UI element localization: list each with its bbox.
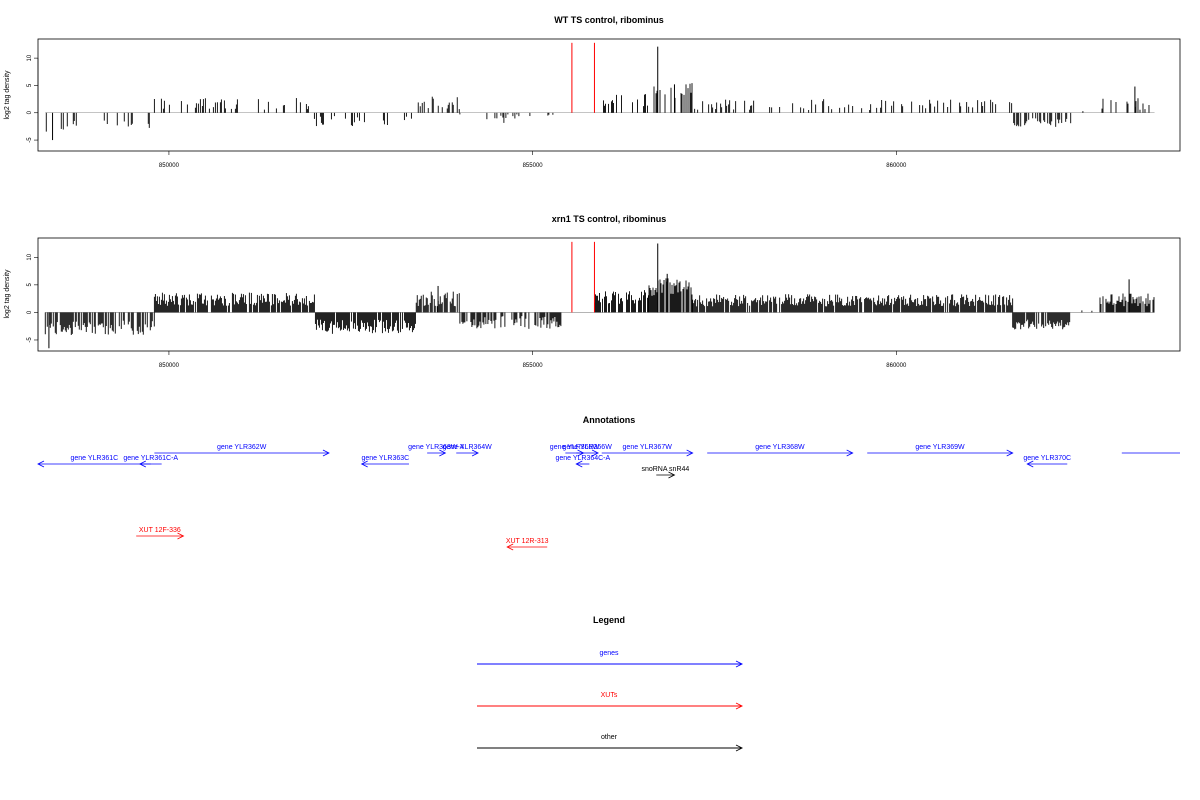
x-tick-label: 860000 [886, 363, 907, 369]
arrow-head [591, 449, 599, 457]
wt-bars [45, 42, 1155, 141]
annotation-feature: gene YLR364C-A [555, 455, 611, 468]
annotation-feature: gene YLR363C [360, 455, 409, 468]
y-tick-label: 0 [27, 110, 33, 114]
arrow-head [668, 471, 676, 479]
y-tick-label: 5 [27, 83, 33, 87]
arrow-head [439, 449, 447, 457]
legend-item: XUTs [477, 692, 744, 710]
feature-label: gene YLR370C [1023, 455, 1071, 462]
annotation-feature: snoRNA snR44 [641, 466, 689, 479]
feature-label: gene YLR363W-A [408, 444, 464, 451]
legend-items: genes XUTs other [477, 650, 744, 752]
feature-label: gene YLR365W [550, 444, 600, 451]
wt-x-axis: 850000 855000 860000 [159, 151, 907, 169]
annotation-feature: gene YLR366W [563, 444, 613, 457]
annotation-feature: gene YLR367W [601, 444, 694, 457]
arrow-head [138, 460, 147, 468]
arrow-head [506, 543, 514, 551]
arrow-head [846, 449, 854, 457]
annotation-feature: XUT 12R-313 [506, 538, 549, 551]
annotation-feature: gene YLR370C [1023, 455, 1071, 468]
xrn1-x-axis: 850000 855000 860000 [159, 351, 907, 369]
feature-label: gene YLR367W [623, 444, 673, 451]
annotations-title: Annotations [583, 415, 636, 425]
y-tick-label: 0 [27, 310, 33, 314]
x-tick-label: 850000 [159, 163, 180, 169]
feature-label: gene YLR368W [755, 444, 805, 451]
xrn1-track-panel: xrn1 TS control, ribominus -5 0 5 10 850000… [4, 214, 1181, 369]
legend: Legend genes XUTs other [477, 615, 744, 752]
arrow-head [37, 460, 45, 468]
feature-label: gene YLR364W [443, 444, 493, 451]
annotation-feature: gene YLR361C [37, 455, 151, 468]
annotation-feature: gene YLR361C-A [123, 455, 178, 468]
wt-y-axis-label: log2 tag density [4, 70, 11, 120]
annotation-feature: gene YLR362W [154, 444, 330, 457]
feature-label: gene YLR363C [361, 455, 409, 462]
arrow-head [322, 449, 330, 457]
legend-arrow [735, 702, 744, 710]
xrn1-bars [44, 241, 1155, 349]
feature-label: XUT 12R-313 [506, 538, 549, 545]
annotation-track: Annotations gene YLR361C gene YLR361C-Age… [37, 415, 1180, 551]
feature-label: XUT 12F-336 [139, 527, 181, 534]
feature-label: gene YLR361C [70, 455, 118, 462]
annotation-feature: gene YLR364W [443, 444, 493, 457]
arrow-head [1026, 460, 1034, 468]
x-tick-label: 860000 [886, 163, 907, 169]
feature-label: snoRNA snR44 [641, 466, 689, 473]
feature-label: gene YLR362W [217, 444, 267, 451]
feature-label: gene YLR366W [563, 444, 613, 451]
arrow-head [471, 449, 479, 457]
feature-label: gene YLR361C-A [123, 455, 178, 462]
arrow-head [360, 460, 368, 468]
legend-item: other [477, 734, 744, 752]
y-tick-label: 10 [27, 54, 33, 61]
arrow-head [1006, 449, 1014, 457]
feature-label: gene YLR369W [915, 444, 965, 451]
legend-item: genes [477, 650, 744, 668]
y-tick-label: 5 [27, 283, 33, 287]
wt-plot-frame [37, 38, 1181, 152]
x-tick-label: 855000 [523, 163, 544, 169]
arrow-head [686, 449, 694, 457]
xrn1-y-axis-label: log2 tag density [4, 269, 11, 319]
wt-track-title: WT TS control, ribominus [554, 15, 664, 25]
arrow-head [575, 460, 583, 468]
y-tick-label: -5 [27, 337, 33, 343]
annotation-feature: XUT 12F-336 [136, 527, 185, 540]
annotation-feature: gene YLR363W-A [408, 444, 465, 457]
wt-y-axis: -5 0 5 10 [27, 54, 39, 143]
annotation-feature: gene YLR368W [707, 444, 854, 457]
legend-label: genes [599, 650, 619, 657]
xrn1-track-title: xrn1 TS control, ribominus [552, 214, 667, 224]
legend-label: other [601, 734, 618, 741]
arrow-head [177, 532, 185, 540]
feature-label: gene YLR364C-A [555, 455, 610, 462]
annotation-feature: gene YLR369W [867, 444, 1014, 457]
legend-arrow [735, 744, 744, 752]
legend-arrow [735, 660, 744, 668]
y-tick-label: 10 [27, 253, 33, 260]
y-tick-label: -5 [27, 137, 33, 143]
x-tick-label: 850000 [159, 363, 180, 369]
legend-label: XUTs [601, 692, 618, 699]
xrn1-plot-frame [37, 237, 1181, 352]
xrn1-y-axis: -5 0 5 10 [27, 253, 39, 343]
annotation-features: gene YLR361C gene YLR361C-A gene YLR362W ge… [37, 444, 1180, 551]
legend-title: Legend [593, 615, 625, 625]
x-tick-label: 855000 [523, 363, 544, 369]
